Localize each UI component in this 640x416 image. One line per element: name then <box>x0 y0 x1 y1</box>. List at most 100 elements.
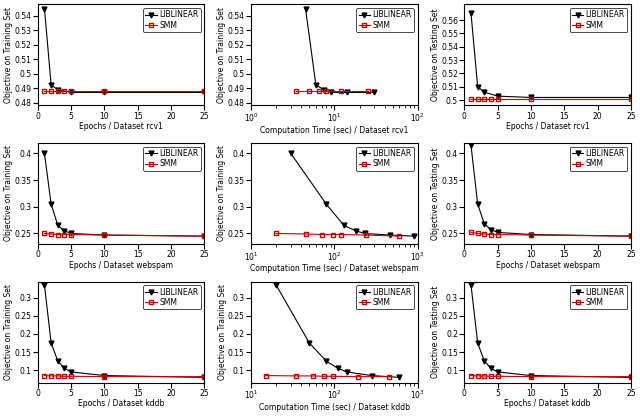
Line: LIBLINEAR: LIBLINEAR <box>42 283 207 380</box>
LIBLINEAR <box>343 369 351 374</box>
Y-axis label: Objective on Testing Set: Objective on Testing Set <box>431 147 440 240</box>
SMM <box>200 234 208 239</box>
SMM <box>200 374 208 379</box>
SMM <box>481 374 488 379</box>
LIBLINEAR <box>627 95 635 100</box>
LIBLINEAR <box>61 366 68 371</box>
SMM <box>61 232 68 237</box>
LIBLINEAR <box>474 341 481 346</box>
LIBLINEAR <box>474 202 481 207</box>
LIBLINEAR <box>100 90 108 95</box>
LIBLINEAR <box>467 11 475 16</box>
SMM <box>494 232 502 237</box>
SMM <box>54 232 61 237</box>
LIBLINEAR <box>54 223 61 228</box>
LIBLINEAR <box>273 282 280 287</box>
Y-axis label: Objective on Training Set: Objective on Training Set <box>4 284 13 380</box>
SMM <box>467 230 475 235</box>
LIBLINEAR <box>494 230 502 235</box>
Line: LIBLINEAR: LIBLINEAR <box>468 143 634 238</box>
Y-axis label: Objective on Training Set: Objective on Training Set <box>218 146 227 241</box>
LIBLINEAR <box>320 87 328 92</box>
LIBLINEAR <box>494 369 502 374</box>
LIBLINEAR <box>481 89 488 94</box>
LIBLINEAR <box>467 282 475 287</box>
SMM <box>467 96 475 101</box>
Line: SMM: SMM <box>263 373 391 379</box>
SMM <box>40 231 48 236</box>
LIBLINEAR <box>334 366 342 371</box>
Y-axis label: Objective on Training Set: Objective on Training Set <box>4 146 13 241</box>
SMM <box>47 89 55 94</box>
X-axis label: Epochs / Dataset rcv1: Epochs / Dataset rcv1 <box>79 122 163 131</box>
LIBLINEAR <box>323 202 330 207</box>
X-axis label: Computation Time (sec) / Dataset rcv1: Computation Time (sec) / Dataset rcv1 <box>260 126 408 134</box>
Line: SMM: SMM <box>468 373 634 379</box>
LIBLINEAR <box>340 223 348 228</box>
LIBLINEAR <box>410 234 418 239</box>
LIBLINEAR <box>100 233 108 238</box>
LIBLINEAR <box>40 151 48 156</box>
Legend: LIBLINEAR, SMM: LIBLINEAR, SMM <box>570 8 627 32</box>
SMM <box>40 89 48 94</box>
Legend: LIBLINEAR, SMM: LIBLINEAR, SMM <box>356 147 414 171</box>
SMM <box>317 232 325 237</box>
Legend: LIBLINEAR, SMM: LIBLINEAR, SMM <box>143 147 201 171</box>
SMM <box>67 374 75 379</box>
Y-axis label: Objective on Training Set: Objective on Training Set <box>218 284 227 380</box>
Line: SMM: SMM <box>42 373 207 379</box>
SMM <box>292 374 300 379</box>
LIBLINEAR <box>61 228 68 233</box>
LIBLINEAR <box>467 143 475 148</box>
LIBLINEAR <box>527 232 535 237</box>
LIBLINEAR <box>481 221 488 226</box>
SMM <box>100 374 108 379</box>
LIBLINEAR <box>481 359 488 364</box>
SMM <box>292 89 300 94</box>
LIBLINEAR <box>40 282 48 287</box>
SMM <box>487 96 495 101</box>
X-axis label: Epochs / Dataset webspam: Epochs / Dataset webspam <box>69 261 173 270</box>
SMM <box>67 89 75 94</box>
SMM <box>200 89 208 94</box>
Line: LIBLINEAR: LIBLINEAR <box>42 6 207 95</box>
SMM <box>527 96 535 101</box>
LIBLINEAR <box>100 373 108 378</box>
Legend: LIBLINEAR, SMM: LIBLINEAR, SMM <box>143 285 201 310</box>
LIBLINEAR <box>396 375 403 380</box>
LIBLINEAR <box>627 375 635 380</box>
SMM <box>54 374 61 379</box>
Line: SMM: SMM <box>294 89 370 94</box>
SMM <box>320 374 328 379</box>
X-axis label: Computation Time (sec) / Dataset webspam: Computation Time (sec) / Dataset webspam <box>250 264 419 273</box>
SMM <box>494 374 502 379</box>
Legend: LIBLINEAR, SMM: LIBLINEAR, SMM <box>356 8 414 32</box>
Line: SMM: SMM <box>468 230 634 238</box>
LIBLINEAR <box>47 341 55 346</box>
LIBLINEAR <box>343 90 351 95</box>
Legend: LIBLINEAR, SMM: LIBLINEAR, SMM <box>143 8 201 32</box>
Y-axis label: Objective on Testing Set: Objective on Testing Set <box>431 9 440 101</box>
SMM <box>494 96 502 101</box>
LIBLINEAR <box>327 90 335 95</box>
SMM <box>61 374 68 379</box>
LIBLINEAR <box>54 359 61 364</box>
SMM <box>385 374 393 379</box>
LIBLINEAR <box>47 83 55 88</box>
SMM <box>474 374 481 379</box>
Line: LIBLINEAR: LIBLINEAR <box>42 151 207 238</box>
LIBLINEAR <box>368 373 376 378</box>
SMM <box>61 89 68 94</box>
SMM <box>474 96 481 101</box>
Line: SMM: SMM <box>42 89 207 94</box>
SMM <box>47 231 55 236</box>
SMM <box>396 234 403 239</box>
SMM <box>100 233 108 238</box>
SMM <box>487 374 495 379</box>
LIBLINEAR <box>487 366 495 371</box>
SMM <box>527 233 535 238</box>
LIBLINEAR <box>301 6 309 11</box>
SMM <box>40 373 48 378</box>
SMM <box>315 89 323 94</box>
X-axis label: Epochs / Dataset webspam: Epochs / Dataset webspam <box>496 261 600 270</box>
